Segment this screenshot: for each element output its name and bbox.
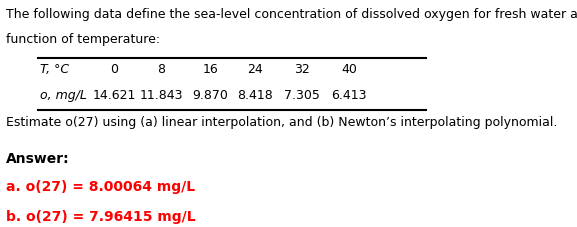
Text: 6.413: 6.413 <box>331 89 367 102</box>
Text: Answer:: Answer: <box>6 152 69 166</box>
Text: Estimate o(27) using (a) linear interpolation, and (b) Newton’s interpolating po: Estimate o(27) using (a) linear interpol… <box>6 116 557 128</box>
Text: a. o(27) = 8.00064 mg/L: a. o(27) = 8.00064 mg/L <box>6 180 195 194</box>
Text: 8: 8 <box>158 63 166 76</box>
Text: 24: 24 <box>248 63 263 76</box>
Text: 0: 0 <box>110 63 118 76</box>
Text: o, mg/L: o, mg/L <box>40 89 87 102</box>
Text: b. o(27) = 7.96415 mg/L: b. o(27) = 7.96415 mg/L <box>6 210 195 225</box>
Text: function of temperature:: function of temperature: <box>6 33 160 46</box>
Text: 7.305: 7.305 <box>284 89 320 102</box>
Text: 14.621: 14.621 <box>93 89 136 102</box>
Text: 32: 32 <box>294 63 310 76</box>
Text: The following data define the sea-level concentration of dissolved oxygen for fr: The following data define the sea-level … <box>6 8 577 21</box>
Text: 9.870: 9.870 <box>193 89 228 102</box>
Text: 16: 16 <box>203 63 219 76</box>
Text: T, °C: T, °C <box>40 63 69 76</box>
Text: 8.418: 8.418 <box>238 89 273 102</box>
Text: 40: 40 <box>341 63 357 76</box>
Text: 11.843: 11.843 <box>140 89 183 102</box>
